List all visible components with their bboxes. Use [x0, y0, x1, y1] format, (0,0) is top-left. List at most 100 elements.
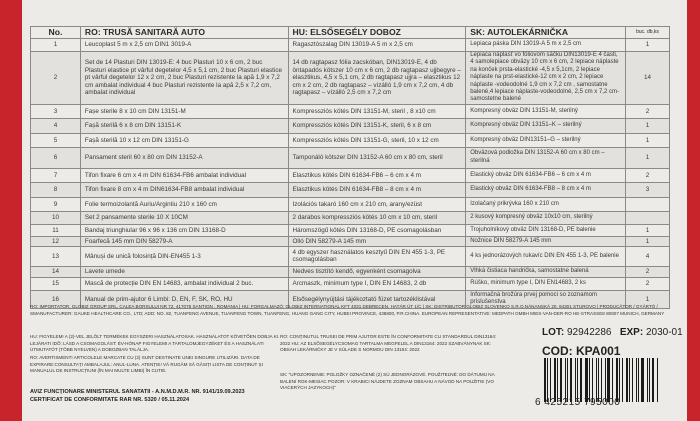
sk-description: Obväzová podložka DIN 13152-A 60 cm x 80…: [465, 146, 627, 169]
barcode-bar: [549, 358, 551, 402]
barcode-bar: [595, 358, 597, 402]
item-quantity: 2: [625, 167, 670, 183]
hu-description: Kompressziós kötés DIN 13151-G, steril, …: [287, 132, 467, 148]
item-number: 7: [30, 167, 81, 183]
hu-description: Tamponáló kötszer DIN 13152-A 60 cm x 80…: [287, 146, 467, 169]
item-number: 12: [30, 235, 81, 247]
header-hu: HU: ELSŐSEGÉLY DOBOZ: [287, 26, 467, 39]
item-number: 6: [30, 146, 81, 169]
hu-description: Kompressziós kötés DIN 13151-K, steril, …: [287, 117, 467, 134]
table-row: 16 Manual de prim-ajutor 6 Limbi: D, EN, …: [30, 289, 670, 309]
sk-description: Kompresný obväz DIN13151–G – sterilný: [465, 132, 627, 148]
barcode-number: 6 425215 795000: [535, 397, 621, 408]
hu-description: Ragasztószalag DIN 13019-A 5 m x 2,5 cm: [287, 38, 467, 52]
header-ro: RO: TRUSĂ SANITARĂ AUTO: [79, 26, 289, 39]
table-row: 13 Mânuși de unică folosință DIN-EN455 1-…: [30, 245, 670, 267]
barcode-bar: [597, 358, 600, 402]
barcode-bar: [546, 358, 548, 402]
sk-description: Nožnice DIN 58279-A 145 mm: [465, 235, 627, 247]
hu-notice: HU: FIGYELEM! A (2)-VEL JELÖLT TERMÉKEK …: [30, 334, 280, 353]
hu-description: 2 darabos kompressziós kötés 10 cm x 10 …: [287, 210, 467, 225]
item-quantity: 1: [625, 146, 670, 169]
header-no: No.: [30, 26, 81, 39]
hu-description: Arcmaszk, minimum type I, DIN EN 14683, …: [287, 276, 467, 291]
table-row: 11 Bandaj triunghiular 96 x 96 x 136 cm D…: [30, 223, 670, 237]
aviz-text: AVIZ FUNCȚIONARE MINISTERUL SANATATII - …: [30, 389, 245, 395]
item-number: 16: [30, 289, 81, 309]
item-number: 8: [30, 181, 81, 198]
barcode-bar: [570, 358, 573, 402]
barcode-bar: [641, 358, 645, 402]
barcode: [544, 358, 659, 402]
sk-description: 2 kusový kompresný obväz 10x10 cm, steri…: [465, 210, 627, 225]
barcode-bar: [605, 358, 607, 402]
item-quantity: 4: [625, 245, 670, 267]
barcode-bar: [588, 358, 590, 402]
lot-value: 92942286: [567, 327, 612, 338]
hu-description: 14 db ragtapasz fólia zacskóban, DIN1301…: [287, 51, 467, 105]
barcode-bar: [628, 358, 630, 402]
barcode-bar: [575, 358, 577, 402]
barcode-bar: [656, 358, 658, 402]
hu-description: Olló DIN 58279-A 145 mm: [287, 235, 467, 247]
ro-description: Mască de protecție DIN EN 14683, ambalat…: [79, 276, 289, 291]
ro-description: Mânuși de unică folosință DIN-EN455 1-3: [79, 245, 289, 267]
barcode-bar: [647, 358, 649, 402]
barcode-bar: [559, 358, 563, 402]
item-number: 1: [30, 38, 81, 52]
table-row: 7 Tifon fixare 6 cm x 4 m DIN 61634-FB6 a…: [30, 167, 670, 183]
ro-description: Fașe sterile 8 x 10 cm DIN 13151-M: [79, 103, 289, 119]
item-number: 10: [30, 210, 81, 225]
barcode-bar: [591, 358, 593, 402]
item-quantity: 1: [625, 38, 670, 52]
sk-notice: SK: "UPOZORNENIE: POLOŽKY OZNAČENÉ (2) S…: [280, 372, 495, 391]
barcode-bar: [577, 358, 579, 402]
cod-value: KPA001: [576, 344, 621, 358]
item-number: 13: [30, 245, 81, 267]
table-row: 12 Foarfecă 145 mm DIN 58279-A Olló DIN 58…: [30, 235, 670, 247]
item-quantity: 2: [625, 276, 670, 291]
importer-info: RO: IMPORTATOR, GLOBIZ GROUP SRL, CALEA …: [30, 304, 665, 316]
item-quantity: 3: [625, 181, 670, 198]
barcode-bar: [631, 358, 633, 402]
table-row: 8 Tifon fixare 8 cm x 4 m DIN61634-FB8 am…: [30, 181, 670, 198]
sk-description: Trojuholníkový obväz DIN 13168-D, PE bal…: [465, 223, 627, 237]
item-number: 3: [30, 103, 81, 119]
sk-description: Izolačaný prikrývka 160 x 210 cm: [465, 196, 627, 212]
item-number: 14: [30, 265, 81, 278]
barcode-bar: [638, 358, 640, 402]
barcode-bar: [621, 358, 623, 402]
ro-description: Folie termoizolantă Auriu/Argintiu 210 x…: [79, 196, 289, 212]
hu-description: 4 db egyszer használatos kesztyű DIN EN …: [287, 245, 467, 267]
ro-description: Bandaj triunghiular 96 x 96 x 136 cm DIN…: [79, 223, 289, 237]
item-quantity: 1: [625, 289, 670, 309]
ro-description: Fașă sterilă 10 x 12 cm DIN 13151-G: [79, 132, 289, 148]
item-number: 5: [30, 132, 81, 148]
sk-description: Kompresný obväz DIN 13151-M, sterilný: [465, 103, 627, 119]
approval-info: AVIZ FUNCȚIONARE MINISTERUL SANATATII - …: [30, 389, 280, 404]
ro-description: Foarfecă 145 mm DIN 58279-A: [79, 235, 289, 247]
hu-description: Nedves tisztító kendő, egyenként csomago…: [287, 265, 467, 278]
product-label: No. RO: TRUSĂ SANITARĂ AUTO HU: ELSŐSEGÉ…: [22, 0, 687, 421]
ro-notice: RO: AVERTISMENT! ARTICOLELE MARCATE CU (…: [30, 355, 263, 374]
table-row: 2 Set de 14 Plasturi DIN 13019-E: 4 buc P…: [30, 51, 670, 105]
item-quantity: 1: [625, 132, 670, 148]
standard-info: RO: CONȚINUTUL TRUSEI DE PRIM AJUTOR EST…: [280, 334, 497, 353]
barcode-bar: [556, 358, 558, 402]
certificate-text: CERTIFICAT DE CONFORMITATE RAR NR. 5320 …: [30, 396, 190, 403]
hu-description: Elasztikus kötés DIN 61634-FB6 – 6 cm x …: [287, 167, 467, 183]
barcode-bar: [553, 358, 556, 402]
barcode-bar: [649, 358, 651, 402]
contents-table: No. RO: TRUSĂ SANITARĂ AUTO HU: ELSŐSEGÉ…: [30, 26, 670, 309]
table-row: 6 Pansament steril 60 x 80 cm DIN 13152-A…: [30, 146, 670, 169]
ro-description: Lavete umede: [79, 265, 289, 278]
hu-description: Kompressziós kötés DIN 13151-M, steril ,…: [287, 103, 467, 119]
item-number: 11: [30, 223, 81, 237]
table-row: 10 Set 2 pansamente sterile 10 X 10CM 2 da…: [30, 210, 670, 225]
sk-description: Elastický obväz DIN 61634-FB6 – 6 cm x 4…: [465, 167, 627, 183]
header-qty: buc. db,ks: [625, 26, 670, 39]
table-row: 3 Fașe sterile 8 x 10 cm DIN 13151-M Kompr…: [30, 103, 670, 119]
item-number: 2: [30, 51, 81, 105]
item-quantity: [625, 196, 670, 212]
ro-description: Tifon fixare 8 cm x 4 m DIN61634-FB8 amb…: [79, 181, 289, 198]
